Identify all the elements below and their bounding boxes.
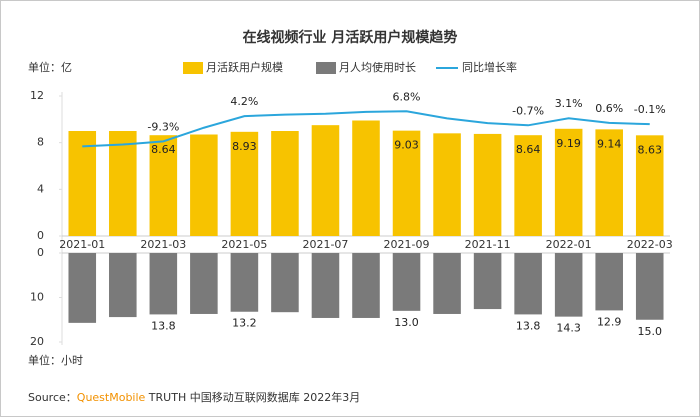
- bar: [68, 131, 97, 236]
- value-label: 9.14: [597, 137, 622, 150]
- value-label: 6.8%: [393, 90, 421, 103]
- value-label: 8.64: [516, 143, 541, 156]
- bar: [149, 253, 178, 315]
- value-label: 0.6%: [595, 102, 623, 115]
- x-tick-label: 2021-11: [465, 238, 511, 251]
- source-text: Source：: [28, 391, 77, 404]
- bar: [352, 120, 380, 236]
- bar: [595, 253, 623, 311]
- chart-title: 在线视频行业 月活跃用户规模趋势: [243, 29, 458, 46]
- bar: [514, 135, 542, 236]
- bar: [109, 131, 137, 236]
- bar: [595, 129, 623, 236]
- legend-label: 月活跃用户规模: [206, 60, 283, 74]
- legend-swatch: [183, 62, 203, 74]
- x-tick-label: 2021-03: [140, 238, 186, 251]
- value-label: 12.9: [597, 315, 622, 328]
- bar: [554, 128, 583, 236]
- x-tick-label: 2021-09: [384, 238, 430, 251]
- bar: [311, 125, 340, 236]
- source-brand: QuestMobile: [77, 391, 146, 404]
- y-tick-label: 4: [37, 182, 44, 195]
- y-tick-label: 20: [30, 335, 44, 348]
- bar: [230, 131, 259, 236]
- value-label: -0.7%: [512, 104, 544, 117]
- value-label: 9.19: [556, 137, 581, 150]
- value-label: 13.0: [394, 316, 419, 329]
- y-unit-label: 单位：亿: [28, 60, 72, 74]
- x-tick-label: 2022-01: [546, 238, 592, 251]
- bar: [190, 134, 218, 236]
- source: Source：QuestMobile TRUTH 中国移动互联网数据库 2022…: [28, 390, 360, 404]
- value-label: 4.2%: [230, 95, 258, 108]
- source-text: TRUTH 中国移动互联网数据库 2022年3月: [145, 390, 360, 404]
- bar: [635, 253, 664, 320]
- value-label: 13.8: [151, 319, 176, 332]
- value-label: 3.1%: [555, 97, 583, 110]
- bar: [514, 253, 542, 315]
- bar: [635, 135, 664, 236]
- y-tick-label: 0: [37, 229, 44, 242]
- y-tick-label: 12: [30, 89, 44, 102]
- x-tick-label: 2021-01: [59, 238, 105, 251]
- bar: [109, 253, 137, 318]
- value-label: 13.8: [516, 319, 541, 332]
- y-tick-label: 8: [37, 136, 44, 149]
- y-unit-label: 单位：小时: [28, 353, 83, 367]
- y-tick-label: 10: [30, 291, 44, 304]
- bar: [554, 253, 583, 317]
- bar: [68, 253, 97, 323]
- value-label: 15.0: [637, 325, 662, 338]
- legend-swatch: [316, 62, 336, 74]
- bar: [271, 253, 299, 313]
- bar: [392, 130, 421, 236]
- x-tick-label: 2021-05: [221, 238, 267, 251]
- y-tick-label: 0: [37, 246, 44, 259]
- value-label: -9.3%: [147, 120, 179, 133]
- bar: [352, 253, 380, 318]
- bar: [271, 131, 299, 236]
- value-label: 8.64: [151, 143, 176, 156]
- x-tick-label: 2022-03: [627, 238, 673, 251]
- value-label: -0.1%: [634, 103, 666, 116]
- legend-label: 月人均使用时长: [339, 61, 416, 74]
- value-label: 8.63: [637, 143, 662, 156]
- value-label: 14.3: [556, 322, 581, 335]
- bar: [473, 253, 502, 310]
- bar: [433, 253, 461, 314]
- bar: [190, 253, 218, 314]
- bar: [473, 133, 502, 236]
- value-label: 9.03: [394, 139, 419, 152]
- bar: [149, 135, 178, 236]
- bar: [392, 253, 421, 311]
- x-tick-label: 2021-07: [302, 238, 348, 251]
- bar: [433, 133, 461, 236]
- value-label: 13.2: [232, 317, 257, 330]
- legend-label: 同比增长率: [462, 60, 517, 74]
- bar: [311, 253, 340, 318]
- bar: [230, 253, 259, 312]
- value-label: 8.93: [232, 140, 257, 153]
- line: [82, 110, 650, 148]
